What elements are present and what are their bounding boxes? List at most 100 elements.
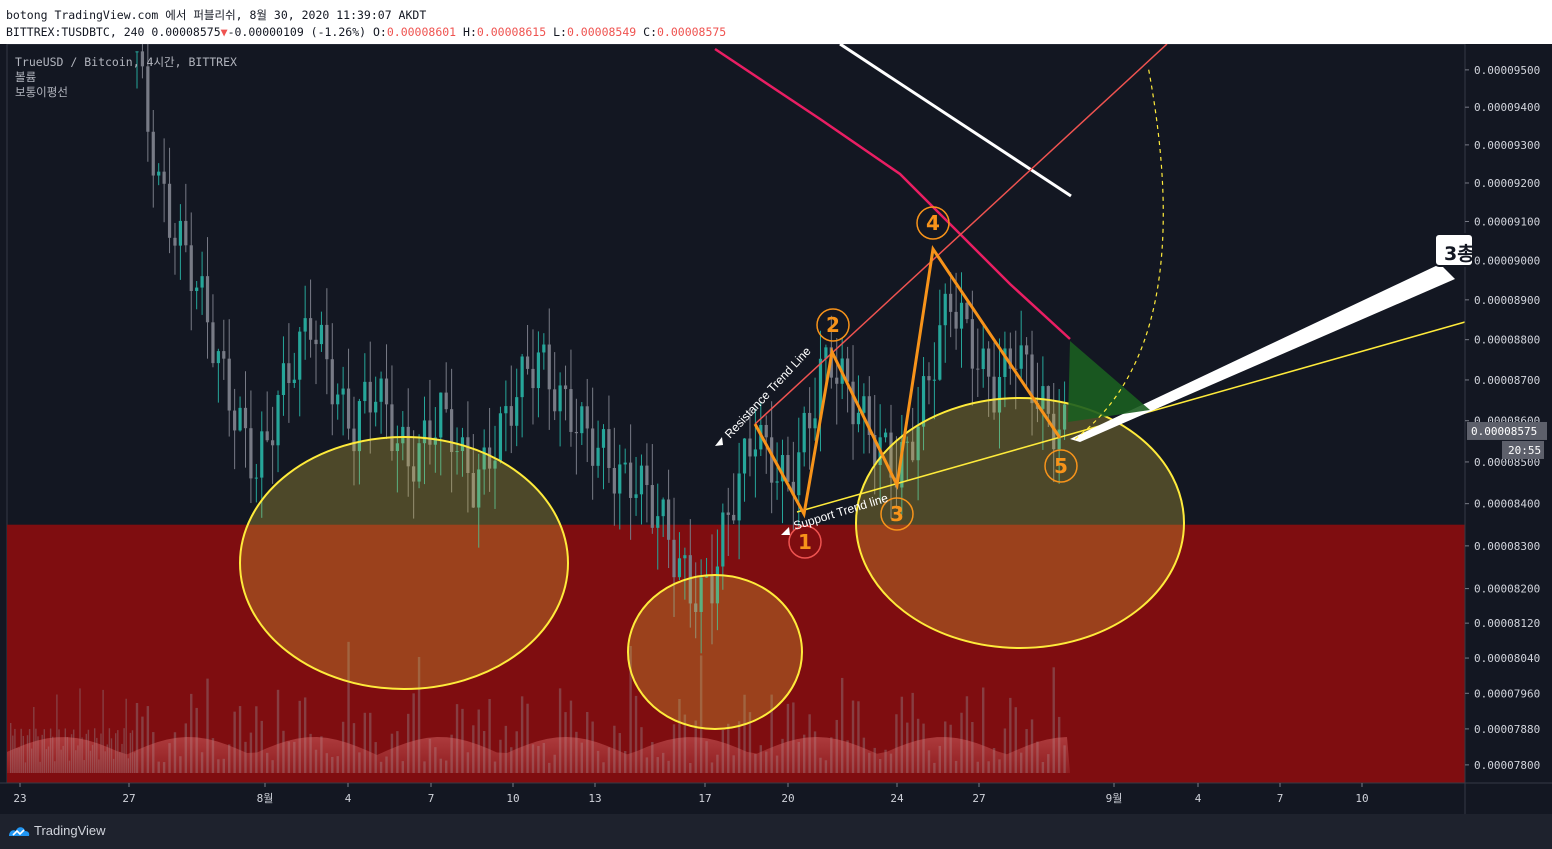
long-trend-line: [839, 44, 1072, 198]
wave-label-2: 2: [826, 313, 840, 337]
y-tick-label: 0.00008800: [1474, 334, 1540, 347]
wave-label-circle: [788, 525, 822, 559]
candle-body: [520, 356, 524, 398]
x-tick-label: 27: [972, 792, 985, 805]
candle-body: [867, 396, 871, 435]
candle-body: [753, 449, 757, 457]
candle-body: [770, 437, 774, 483]
candle-body: [997, 376, 1002, 413]
candle-body: [151, 131, 155, 176]
candle-body: [574, 431, 578, 434]
candle-body: [184, 220, 188, 246]
last-price-text: 0.00008575: [1471, 425, 1537, 438]
support-arrow-icon: [781, 527, 790, 535]
annotation-callout[interactable]: 3총: [1434, 233, 1474, 267]
candle-body: [406, 426, 410, 467]
volume-bar: [895, 714, 898, 773]
candle-body: [558, 385, 562, 412]
chart-header: botong TradingView.com 에서 퍼블리쉬, 8월 30, 2…: [0, 0, 1552, 44]
volume-bar: [840, 677, 844, 773]
candle-body: [211, 322, 215, 364]
candle-body: [271, 440, 275, 446]
candle-body: [238, 407, 242, 431]
candle-body: [260, 431, 264, 478]
candle-body: [677, 558, 682, 578]
candle-body: [699, 577, 703, 612]
x-tick-label: 10: [1355, 792, 1368, 805]
candle-body: [167, 183, 172, 238]
volume-bar: [125, 698, 127, 773]
candle-body: [471, 473, 475, 508]
candle-body: [157, 171, 161, 176]
price-change: -0.00000109 (-1.26%): [227, 25, 367, 39]
candle-body: [824, 347, 828, 359]
candle-body: [992, 376, 996, 413]
candle-body: [363, 381, 367, 402]
y-tick-label: 0.00009300: [1474, 139, 1540, 152]
high-value: 0.00008615: [476, 25, 547, 39]
candle-body: [900, 441, 904, 488]
candle-body: [346, 388, 351, 429]
candle-body: [965, 302, 969, 320]
candle-body: [1014, 368, 1018, 370]
y-tick-label: 0.00007960: [1474, 687, 1540, 700]
candle-body: [943, 293, 947, 326]
candle-body: [1019, 345, 1023, 369]
volume-bar: [303, 697, 307, 773]
wave-label-3: 3: [890, 502, 904, 526]
chart-area[interactable]: 1 2 3 4 5 Resistance Trend Line Support Trend …: [0, 44, 1552, 814]
volume-bar: [786, 703, 790, 773]
down-arrow-icon: ▼: [220, 25, 228, 39]
candle-body: [515, 397, 519, 426]
x-tick-label: 20: [781, 792, 794, 805]
candle-body: [287, 363, 291, 383]
candle-body: [818, 358, 823, 419]
candle-body: [135, 51, 139, 53]
candle-body: [959, 302, 964, 329]
candle-body: [200, 276, 204, 288]
volume-bar: [629, 645, 632, 773]
candle-body: [1025, 345, 1029, 355]
candle-body: [504, 406, 508, 414]
y-tick-label: 0.00009400: [1474, 101, 1540, 114]
y-tick-label: 0.00009500: [1474, 64, 1540, 77]
volume-bar: [131, 730, 134, 773]
candle-body: [856, 412, 861, 425]
candle-body: [650, 485, 654, 528]
resistance-trend-line: [754, 44, 1168, 425]
volume-bar: [141, 716, 144, 773]
candle-body: [764, 424, 768, 438]
candle-body: [883, 432, 888, 438]
symbol-info: BITTREX:TUSDBTC, 240 0.00008575: [6, 25, 221, 39]
candle-body: [612, 467, 616, 494]
volume-bar: [190, 693, 193, 773]
candle-body: [542, 344, 546, 353]
resistance-arrow-icon: [715, 437, 723, 446]
candle-body: [862, 396, 866, 413]
candle-body: [487, 447, 492, 469]
volume-bar: [10, 723, 12, 773]
volume-bar: [558, 688, 562, 773]
highlight-ellipse: [627, 574, 803, 730]
candle-body: [873, 434, 877, 466]
candle-body: [395, 443, 399, 452]
candle-body: [970, 319, 974, 369]
candle-body: [916, 426, 920, 461]
candle-body: [601, 429, 606, 448]
candle-body: [791, 481, 795, 496]
volume-bar: [146, 706, 150, 773]
volume-bar: [135, 703, 139, 773]
candle-body: [477, 469, 481, 508]
open-label: O:: [373, 25, 387, 39]
candle-body: [618, 464, 622, 494]
y-tick-label: 0.00009200: [1474, 177, 1540, 190]
volume-bar: [634, 695, 638, 773]
candle-body: [813, 418, 817, 429]
candle-body: [715, 566, 720, 604]
wave-label-circle: [916, 206, 950, 240]
candle-body: [591, 428, 595, 466]
x-tick-label: 9월: [1106, 792, 1123, 805]
candle-body: [921, 376, 926, 427]
y-tick-label: 0.00009100: [1474, 216, 1540, 229]
